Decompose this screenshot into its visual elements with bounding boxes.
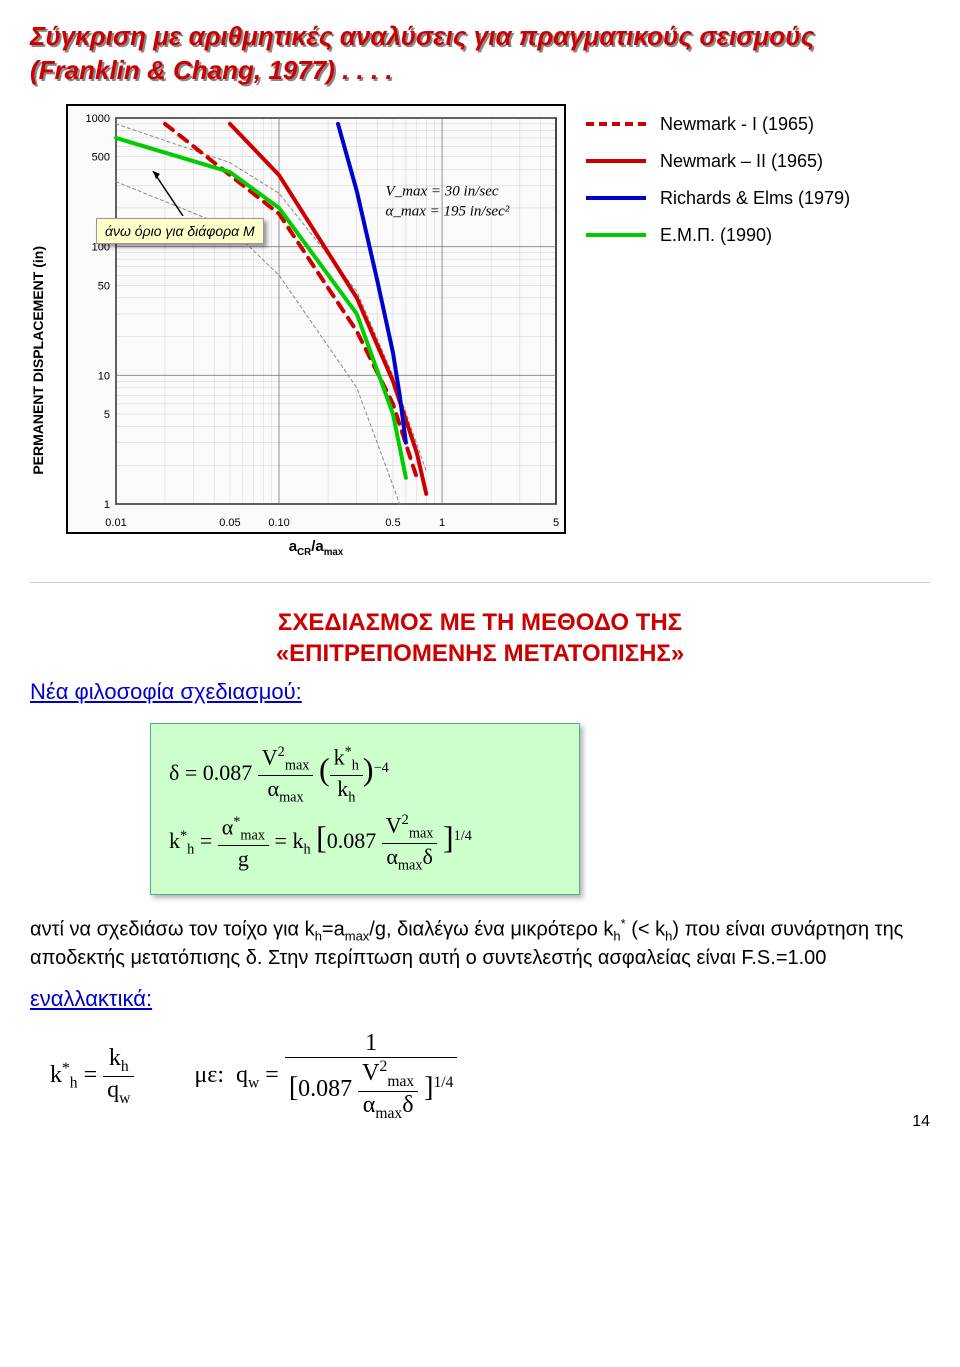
- alt-formulas: k*h = khqw με: qw = 1 [0.087 V2maxαmaxδ …: [50, 1030, 930, 1123]
- legend-swatch: [586, 196, 646, 200]
- svg-text:V_max = 30 in/sec: V_max = 30 in/sec: [386, 183, 499, 199]
- svg-text:5: 5: [104, 409, 110, 421]
- svg-text:1: 1: [104, 499, 110, 511]
- svg-text:10: 10: [98, 370, 110, 382]
- section2-title-line2: «ΕΠΙΤΡΕΠΟΜΕΝΗΣ ΜΕΤΑΤΟΠΙΣΗΣ»: [276, 640, 684, 667]
- svg-text:0.01: 0.01: [105, 517, 126, 529]
- annotation-arrow: [148, 166, 188, 216]
- me-label: με:: [194, 1062, 224, 1088]
- y-axis-label: PERMANENT DISPLACEMENT (in): [30, 186, 46, 475]
- page-title: Σύγκριση με αριθμητικές αναλύσεις για πρ…: [30, 20, 930, 88]
- section2-subtitle: Νέα φιλοσοφία σχεδιασμού:: [30, 679, 930, 705]
- chart-column: 0.010.050.100.5151510501005001000V_max =…: [66, 104, 566, 558]
- formula-1: δ = 0.087 V2maxαmax (k*hkh)−4: [169, 744, 561, 806]
- page-root: Σύγκριση με αριθμητικές αναλύσεις για πρ…: [0, 0, 960, 1143]
- legend-swatch: [586, 233, 646, 237]
- section2-title: ΣΧΕΔΙΑΣΜΟΣ ΜΕ ΤΗ ΜΕΘΟΔΟ ΤΗΣ «ΕΠΙΤΡΕΠΟΜΕΝ…: [30, 607, 930, 669]
- svg-text:0.5: 0.5: [385, 517, 400, 529]
- svg-text:α_max = 195 in/sec²: α_max = 195 in/sec²: [386, 203, 510, 219]
- alternative-label: εναλλακτικά:: [30, 986, 930, 1012]
- chart-svg: 0.010.050.100.5151510501005001000V_max =…: [68, 106, 568, 536]
- section2-title-line1: ΣΧΕΔΙΑΣΜΟΣ ΜΕ ΤΗ ΜΕΘΟΔΟ ΤΗΣ: [278, 609, 682, 636]
- alt-formula-2: με: qw = 1 [0.087 V2maxαmaxδ ]1/4: [194, 1030, 457, 1123]
- figure-row: PERMANENT DISPLACEMENT (in) 0.01 0.05 0.10…: [30, 104, 930, 558]
- legend-item: Newmark – II (1965): [586, 151, 930, 172]
- x-axis-label: aCR/amax: [66, 538, 566, 558]
- legend-item: Newmark - I (1965): [586, 114, 930, 135]
- svg-text:5: 5: [553, 517, 559, 529]
- legend-label: Ε.Μ.Π. (1990): [660, 225, 772, 246]
- svg-text:50: 50: [98, 280, 110, 292]
- section-divider: [30, 582, 930, 583]
- formula-box: δ = 0.087 V2maxαmax (k*hkh)−4 k*h = α*ma…: [150, 723, 580, 895]
- formula-2: k*h = α*maxg = kh [0.087 V2maxαmaxδ ]1/4: [169, 812, 561, 874]
- svg-text:500: 500: [92, 151, 110, 163]
- legend-item: Ε.Μ.Π. (1990): [586, 225, 930, 246]
- chart-annotation-box: άνω όριο για διάφορα Μ: [96, 218, 264, 244]
- legend-item: Richards & Elms (1979): [586, 188, 930, 209]
- legend-swatch: [586, 159, 646, 163]
- svg-text:1: 1: [439, 517, 445, 529]
- legend-label: Newmark – II (1965): [660, 151, 823, 172]
- svg-text:1000: 1000: [86, 113, 110, 125]
- legend-label: Newmark - I (1965): [660, 114, 814, 135]
- page-number: 14: [912, 1113, 930, 1131]
- svg-text:0.05: 0.05: [219, 517, 240, 529]
- svg-text:0.10: 0.10: [268, 517, 289, 529]
- legend-swatch: [586, 122, 646, 126]
- annotation-text: άνω όριο για διάφορα Μ: [105, 223, 255, 239]
- legend: Newmark - I (1965) Newmark – II (1965) Ric…: [586, 104, 930, 262]
- design-paragraph: αντί να σχεδιάσω τον τοίχο για kh=amax/g…: [30, 915, 930, 972]
- alt-formula-1: k*h = khqw: [50, 1045, 134, 1108]
- legend-label: Richards & Elms (1979): [660, 188, 850, 209]
- chart-area: 0.010.050.100.5151510501005001000V_max =…: [66, 104, 566, 534]
